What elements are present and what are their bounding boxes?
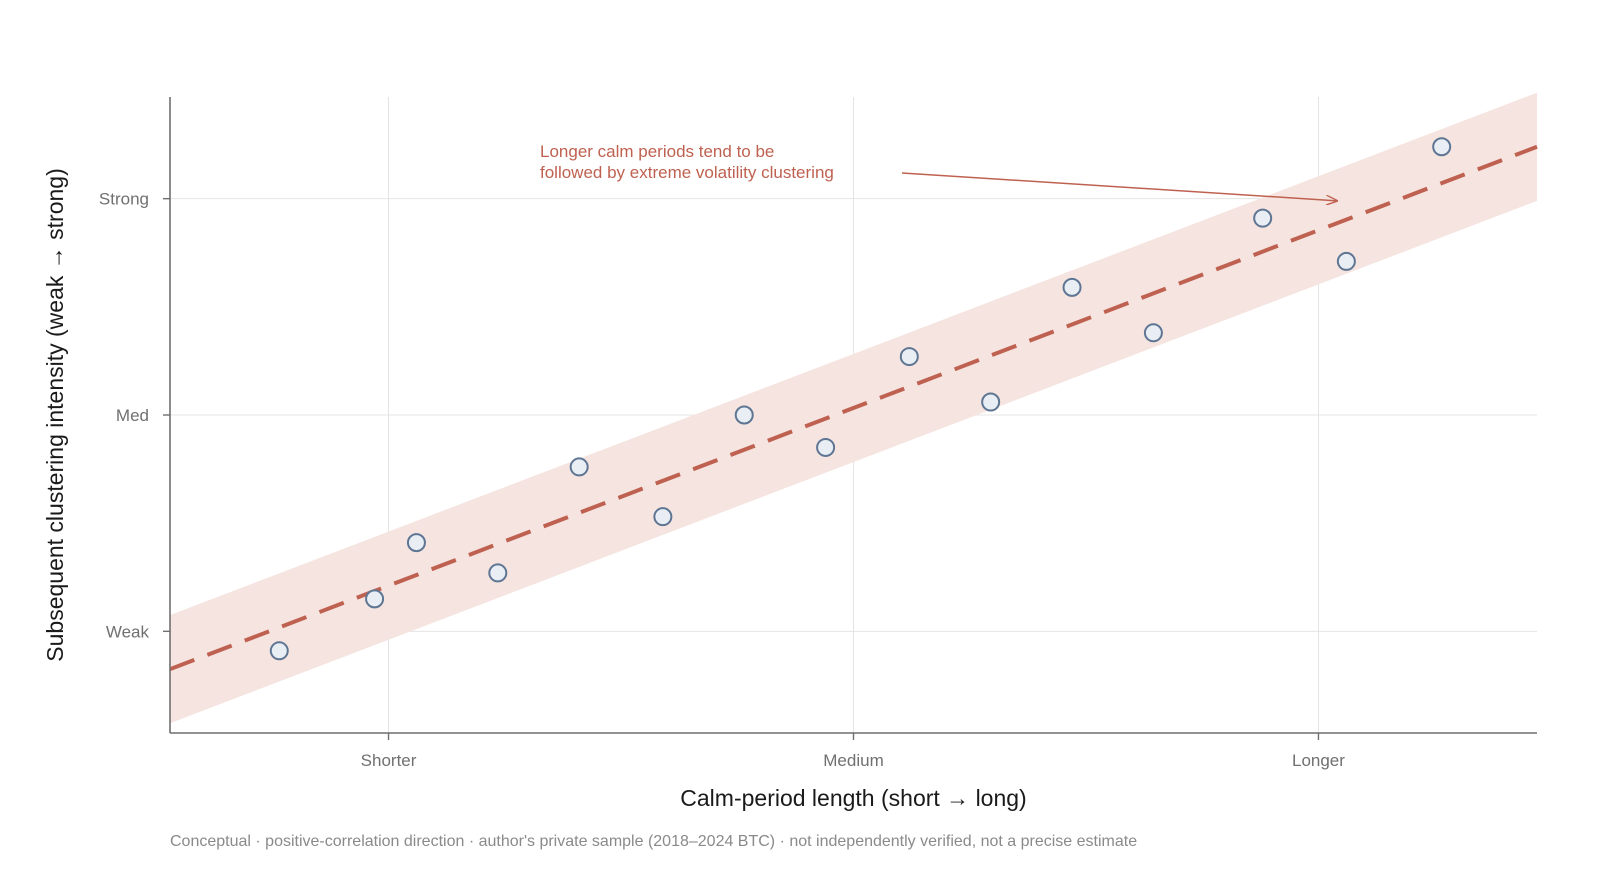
y-axis-title: Subsequent clustering intensity (weak → … — [42, 168, 68, 661]
x-tick-label: Shorter — [361, 751, 417, 770]
data-point — [653, 507, 673, 527]
data-point — [981, 392, 1001, 412]
data-point — [816, 437, 836, 457]
data-point — [365, 589, 385, 609]
data-point — [406, 533, 426, 553]
data-point — [1432, 137, 1452, 157]
y-tick-label: Weak — [106, 622, 150, 641]
data-point — [734, 405, 754, 425]
data-point — [1336, 251, 1356, 271]
data-point — [569, 457, 589, 477]
data-point — [269, 641, 289, 661]
data-point — [488, 563, 508, 583]
data-point — [1143, 323, 1163, 343]
annotation-line-2: followed by extreme volatility clusterin… — [540, 163, 834, 182]
y-tick-label: Strong — [99, 190, 149, 209]
x-tick-label: Medium — [823, 751, 883, 770]
data-point — [1253, 208, 1273, 228]
x-axis-title: Calm-period length (short → long) — [680, 785, 1026, 811]
data-point — [899, 347, 919, 367]
data-point — [1062, 277, 1082, 297]
y-tick-label: Med — [116, 406, 149, 425]
x-tick-label: Longer — [1292, 751, 1345, 770]
trend-line — [169, 144, 1538, 672]
annotation-line-1: Longer calm periods tend to be — [540, 142, 774, 161]
annotation-arrow — [901, 172, 1337, 201]
chart-caption: Conceptual · positive-correlation direct… — [170, 833, 1137, 850]
